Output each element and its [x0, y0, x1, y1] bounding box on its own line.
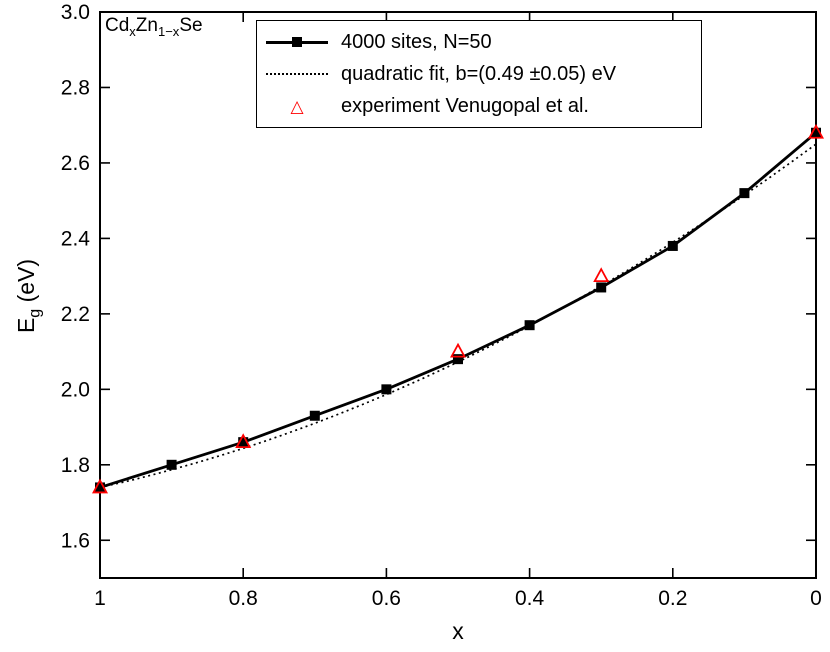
triangle-marker	[593, 267, 610, 283]
square-marker	[739, 188, 750, 199]
x-tick-label: 0.6	[372, 587, 401, 610]
annotation-se: Se	[179, 15, 203, 36]
square-marker	[453, 354, 463, 365]
y-label-subscript: g	[26, 308, 44, 318]
line-square-sample-icon	[266, 26, 328, 58]
triangle-marker	[807, 123, 825, 139]
square-marker	[95, 482, 105, 493]
y-tick-label: 3.0	[61, 1, 90, 24]
y-label-symbol: E	[13, 317, 39, 334]
annotation-cd: Cd	[105, 15, 130, 36]
plot-border	[99, 11, 817, 579]
y-axis-label: Eg (eV)	[13, 196, 47, 396]
square-marker	[238, 437, 249, 448]
square-marker	[667, 240, 678, 251]
triangle-marker	[449, 342, 467, 358]
y-tick-label: 2.0	[61, 378, 90, 401]
y-tick-label: 2.8	[61, 76, 90, 99]
legend-label-fit: quadratic fit, b=(0.49 ±0.05) eV	[341, 62, 617, 85]
y-tick-label: 1.6	[61, 529, 90, 552]
triangle-marker	[91, 478, 109, 494]
legend: 4000 sites, N=50 quadratic fit, b=(0.49 …	[256, 20, 702, 128]
annotation-sub-1mx: 1−x	[157, 23, 180, 39]
dotted-line-sample-icon	[266, 58, 328, 90]
y-tick-label: 2.2	[61, 303, 90, 326]
fit-line	[99, 143, 817, 489]
composition-annotation: CdxZn1−xSe	[105, 15, 203, 40]
y-tick-label: 2.4	[61, 227, 91, 250]
triangle-marker	[235, 433, 252, 449]
square-marker	[811, 127, 821, 138]
y-tick-label: 1.8	[61, 454, 90, 477]
simulation-line	[99, 131, 817, 489]
annotation-zn: Zn	[135, 15, 158, 36]
legend-label-simulation: 4000 sites, N=50	[341, 30, 492, 53]
x-tick-label: 0.4	[515, 587, 545, 610]
legend-item-fit: quadratic fit, b=(0.49 ±0.05) eV	[257, 58, 701, 90]
legend-item-simulation: 4000 sites, N=50	[257, 26, 701, 58]
square-marker	[166, 459, 177, 470]
x-tick-label: 0	[810, 587, 822, 610]
square-marker	[596, 282, 607, 293]
x-tick-label: 0.8	[229, 587, 258, 610]
legend-label-experiment: experiment Venugopal et al.	[341, 94, 589, 117]
square-marker	[524, 320, 535, 331]
x-tick-label: 1	[94, 587, 106, 610]
x-tick-label: 0.2	[658, 587, 687, 610]
x-axis-label: x	[452, 618, 464, 644]
square-marker-icon	[292, 37, 302, 47]
y-tick-label: 2.6	[61, 152, 90, 175]
square-marker	[309, 410, 320, 421]
square-marker	[381, 384, 392, 395]
y-label-unit: (eV)	[13, 258, 39, 309]
open-triangle-icon: △	[290, 96, 304, 116]
dotted-line-icon	[266, 73, 328, 75]
triangle-sample-icon: △	[266, 90, 328, 122]
annotation-sub-x: x	[129, 23, 136, 39]
legend-item-experiment: △ experiment Venugopal et al.	[257, 90, 701, 122]
